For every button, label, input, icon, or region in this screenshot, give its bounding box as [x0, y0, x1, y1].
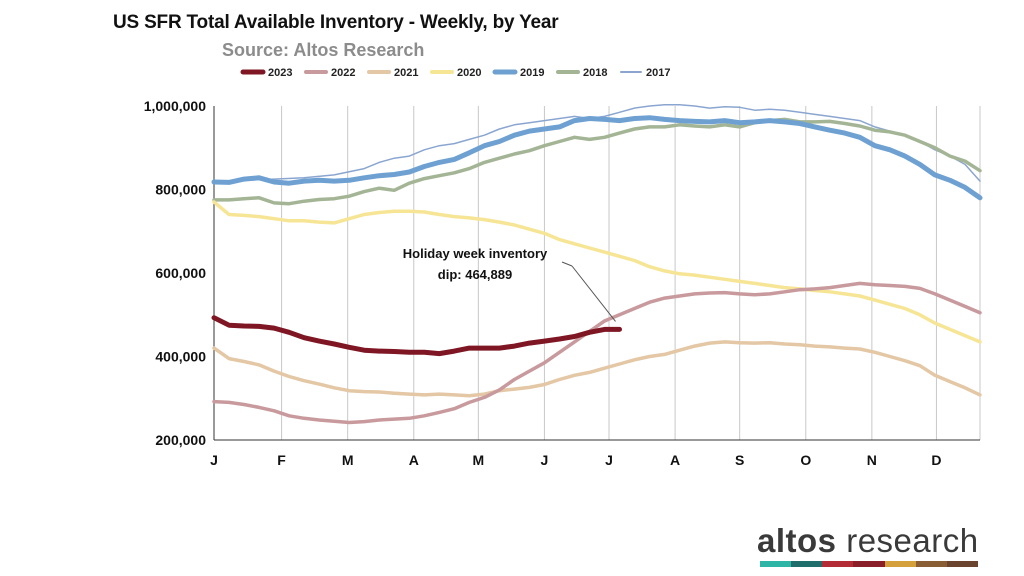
y-tick-label-1: 400,000: [155, 349, 206, 365]
brand-word-research: research: [836, 522, 979, 559]
x-tick-label-0: J: [210, 452, 218, 468]
series-line-2021: [212, 340, 982, 398]
series-line-2022: [212, 281, 982, 425]
x-tick-label-3: A: [409, 452, 419, 468]
x-tick-label-11: D: [931, 452, 941, 468]
brand-bar-segment-1: [791, 561, 823, 567]
legend-label-2019: 2019: [520, 67, 544, 79]
x-tick-label-4: M: [473, 452, 485, 468]
annotation-text-line1: Holiday week inventory: [403, 246, 548, 261]
y-axis-ticks: 200,000 400,000 600,000 800,000 1,000,000: [144, 98, 207, 448]
y-tick-label-2: 600,000: [155, 265, 206, 281]
y-tick-label-4: 1,000,000: [144, 98, 206, 114]
chart-subtitle: Source: Altos Research: [222, 40, 425, 60]
x-tick-label-5: J: [541, 452, 549, 468]
brand-bar-segment-4: [884, 561, 916, 567]
chart-title: US SFR Total Available Inventory - Weekl…: [113, 12, 559, 33]
x-tick-label-2: M: [342, 452, 354, 468]
legend-label-2023: 2023: [268, 67, 292, 79]
annotation: Holiday week inventory dip: 464,889: [403, 246, 616, 322]
x-tick-label-8: S: [735, 452, 744, 468]
brand-bar-segment-0: [760, 561, 792, 567]
brand-logo: altos research: [757, 522, 979, 560]
x-tick-label-6: J: [605, 452, 613, 468]
legend-label-2021: 2021: [394, 67, 418, 79]
y-tick-label-3: 800,000: [155, 182, 206, 198]
annotation-text-line2: dip: 464,889: [438, 267, 512, 282]
brand-bar-segment-3: [853, 561, 885, 567]
brand-bar-segment-2: [822, 561, 854, 567]
series-line-2018: [212, 117, 982, 206]
brand-word-altos: altos: [757, 522, 837, 559]
y-tick-label-0: 200,000: [155, 432, 206, 448]
series-line-2017: [213, 103, 981, 182]
series-line-2019: [211, 115, 983, 201]
legend-label-2020: 2020: [457, 67, 481, 79]
x-tick-label-7: A: [670, 452, 680, 468]
axes: [213, 106, 980, 441]
legend: 2023 2022 2021 2020 2019 2018 2017: [240, 67, 670, 79]
legend-label-2017: 2017: [646, 67, 670, 79]
annotation-leader-line-2: [571, 265, 616, 322]
brand-bar-segment-6: [946, 561, 978, 567]
brand-bar-segment-5: [915, 561, 947, 567]
x-tick-label-10: N: [867, 452, 877, 468]
series-line-2023: [211, 315, 622, 357]
x-tick-label-1: F: [277, 452, 286, 468]
series-line-2020: [212, 200, 982, 344]
vertical-gridlines: [281, 106, 981, 440]
legend-label-2022: 2022: [331, 67, 355, 79]
brand-color-bar: [760, 561, 978, 567]
annotation-leader-line: [561, 261, 573, 267]
legend-label-2018: 2018: [583, 67, 607, 79]
series-lines: [211, 103, 983, 425]
x-tick-label-9: O: [800, 452, 811, 468]
